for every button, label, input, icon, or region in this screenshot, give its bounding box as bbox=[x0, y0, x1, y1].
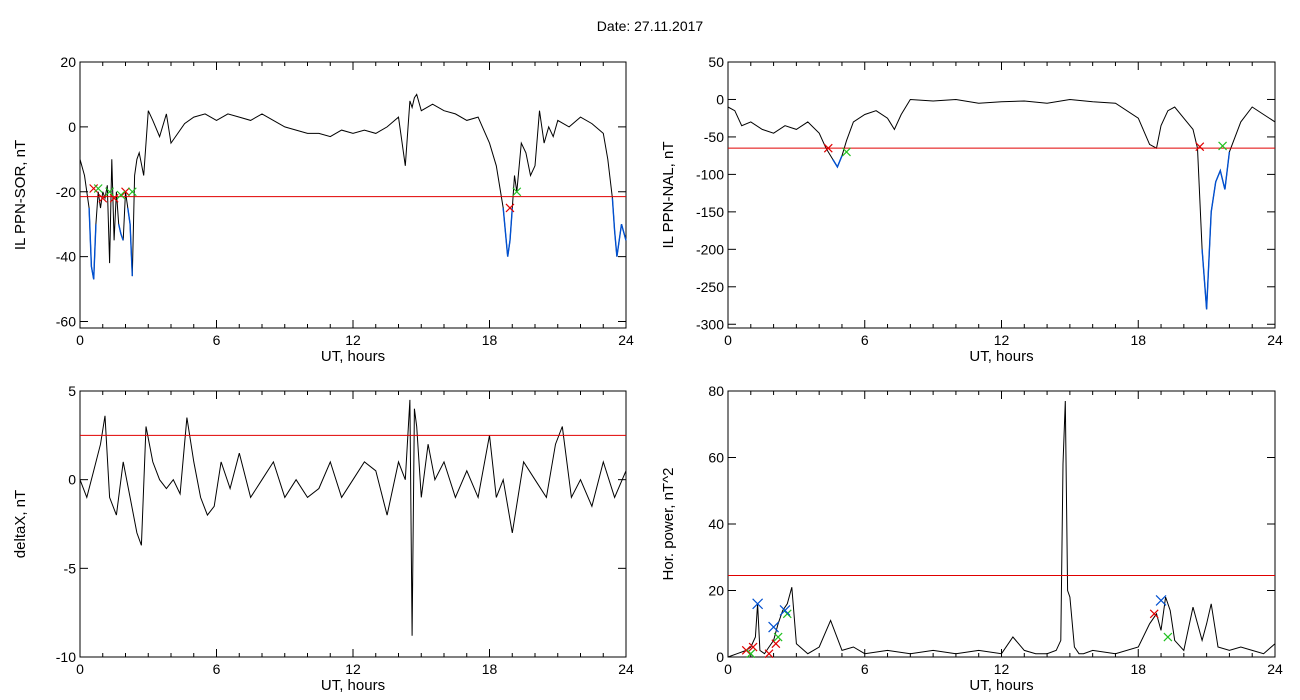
x-tick-label: 6 bbox=[213, 661, 221, 677]
end-marker bbox=[773, 632, 783, 642]
x-tick-label: 24 bbox=[618, 332, 634, 348]
end-marker bbox=[512, 187, 522, 197]
x-tick-label: 12 bbox=[345, 661, 361, 677]
start-marker bbox=[748, 642, 758, 652]
y-tick-label: 5 bbox=[68, 383, 76, 399]
event-segment bbox=[88, 207, 97, 280]
start-marker bbox=[121, 187, 130, 197]
x-axis-title: UT, hours bbox=[321, 348, 385, 365]
y-axis-title: deltaX, nT bbox=[12, 490, 29, 558]
series-line bbox=[727, 98, 1276, 310]
y-tick-label: -20 bbox=[56, 184, 76, 200]
x-tick-label: 0 bbox=[76, 332, 84, 348]
y-tick-label: 20 bbox=[60, 54, 76, 70]
event-segment bbox=[127, 207, 133, 277]
panel-power: 0 6 12 18 24 0 20 40 60 80 UT, hours Hor. power, nT… bbox=[660, 383, 1283, 694]
panel-nal: 0 6 12 18 24 -300 -250 -200 -150 -100 -50 0 50 UT, ho… bbox=[660, 54, 1283, 365]
x-tick-label: 18 bbox=[482, 332, 498, 348]
start-marker bbox=[1195, 142, 1205, 152]
plot-frame bbox=[79, 390, 627, 658]
y-axis-title: IL PPN-SOR, nT bbox=[12, 140, 29, 250]
event-segment bbox=[832, 155, 843, 169]
x-tick-label: 0 bbox=[76, 661, 84, 677]
panel-sor: 0 6 12 18 24 -60 -40 -20 0 20 UT, hours IL PPN-SOR,… bbox=[12, 54, 634, 365]
event-segment bbox=[118, 224, 124, 241]
x-tick-label: 18 bbox=[1130, 661, 1146, 677]
x-tick-label: 24 bbox=[1267, 661, 1283, 677]
x-axis-title: UT, hours bbox=[969, 677, 1033, 694]
end-marker bbox=[93, 184, 103, 193]
start-marker bbox=[1149, 609, 1159, 619]
start-marker bbox=[823, 143, 833, 153]
y-tick-label: 80 bbox=[708, 383, 724, 399]
x-tick-label: 24 bbox=[1267, 332, 1283, 348]
event-segment bbox=[502, 207, 513, 257]
start-marker bbox=[764, 649, 774, 659]
plot-frame bbox=[727, 390, 1276, 658]
y-tick-label: 40 bbox=[708, 516, 724, 532]
y-axis-title: Hor. power, nT^2 bbox=[660, 468, 677, 581]
y-tick-label: -50 bbox=[704, 129, 724, 145]
y-tick-label: -150 bbox=[696, 204, 724, 220]
y-tick-label: 50 bbox=[708, 54, 724, 70]
start-marker bbox=[771, 639, 781, 649]
y-tick-label: -300 bbox=[696, 316, 724, 332]
y-tick-label: 0 bbox=[716, 649, 724, 665]
end-marker bbox=[1218, 141, 1228, 151]
x-tick-label: 6 bbox=[213, 332, 221, 348]
panel-deltax: 0 6 12 18 24 -10 -5 0 5 UT, hours deltaX, nT bbox=[12, 383, 634, 694]
y-tick-label: 0 bbox=[68, 472, 76, 488]
x-tick-label: 18 bbox=[482, 661, 498, 677]
series-line bbox=[727, 400, 1276, 658]
series-line bbox=[79, 93, 627, 280]
peak-marker bbox=[1155, 595, 1167, 606]
x-axis-title: UT, hours bbox=[969, 348, 1033, 365]
start-marker bbox=[505, 203, 515, 213]
x-tick-label: 12 bbox=[994, 332, 1010, 348]
start-marker bbox=[89, 184, 99, 193]
event-segment bbox=[611, 198, 627, 257]
end-marker bbox=[116, 190, 126, 200]
y-tick-label: 0 bbox=[68, 119, 76, 135]
x-tick-label: 12 bbox=[345, 332, 361, 348]
x-axis-title: UT, hours bbox=[321, 677, 385, 694]
start-marker bbox=[741, 645, 751, 655]
event-segment bbox=[1201, 151, 1231, 310]
y-tick-label: -200 bbox=[696, 241, 724, 257]
series-line bbox=[79, 399, 627, 636]
x-tick-label: 24 bbox=[618, 661, 634, 677]
y-tick-label: -60 bbox=[56, 314, 76, 330]
peak-marker bbox=[752, 598, 764, 610]
start-marker bbox=[109, 193, 119, 203]
x-tick-label: 18 bbox=[1130, 332, 1146, 348]
x-tick-label: 6 bbox=[861, 661, 869, 677]
x-tick-label: 0 bbox=[724, 661, 732, 677]
y-tick-label: 0 bbox=[716, 91, 724, 107]
plot-frame bbox=[79, 61, 627, 329]
y-tick-label: -40 bbox=[56, 249, 76, 265]
y-tick-label: -10 bbox=[56, 649, 76, 665]
end-marker bbox=[105, 187, 114, 197]
x-tick-label: 0 bbox=[724, 332, 732, 348]
end-marker bbox=[127, 187, 137, 197]
y-axis-title: IL PPN-NAL, nT bbox=[660, 142, 677, 249]
y-tick-label: -5 bbox=[64, 560, 77, 576]
page-title: Date: 27.11.2017 bbox=[596, 18, 704, 34]
x-tick-label: 12 bbox=[994, 661, 1010, 677]
y-tick-label: -250 bbox=[696, 279, 724, 295]
y-tick-label: 60 bbox=[708, 450, 724, 466]
peak-marker bbox=[779, 605, 791, 616]
end-marker bbox=[842, 147, 851, 157]
end-marker bbox=[1163, 632, 1173, 642]
y-tick-label: -100 bbox=[696, 166, 724, 182]
y-tick-label: 20 bbox=[708, 583, 724, 599]
x-tick-label: 6 bbox=[861, 332, 869, 348]
end-marker bbox=[746, 649, 756, 659]
peak-marker bbox=[768, 621, 780, 633]
